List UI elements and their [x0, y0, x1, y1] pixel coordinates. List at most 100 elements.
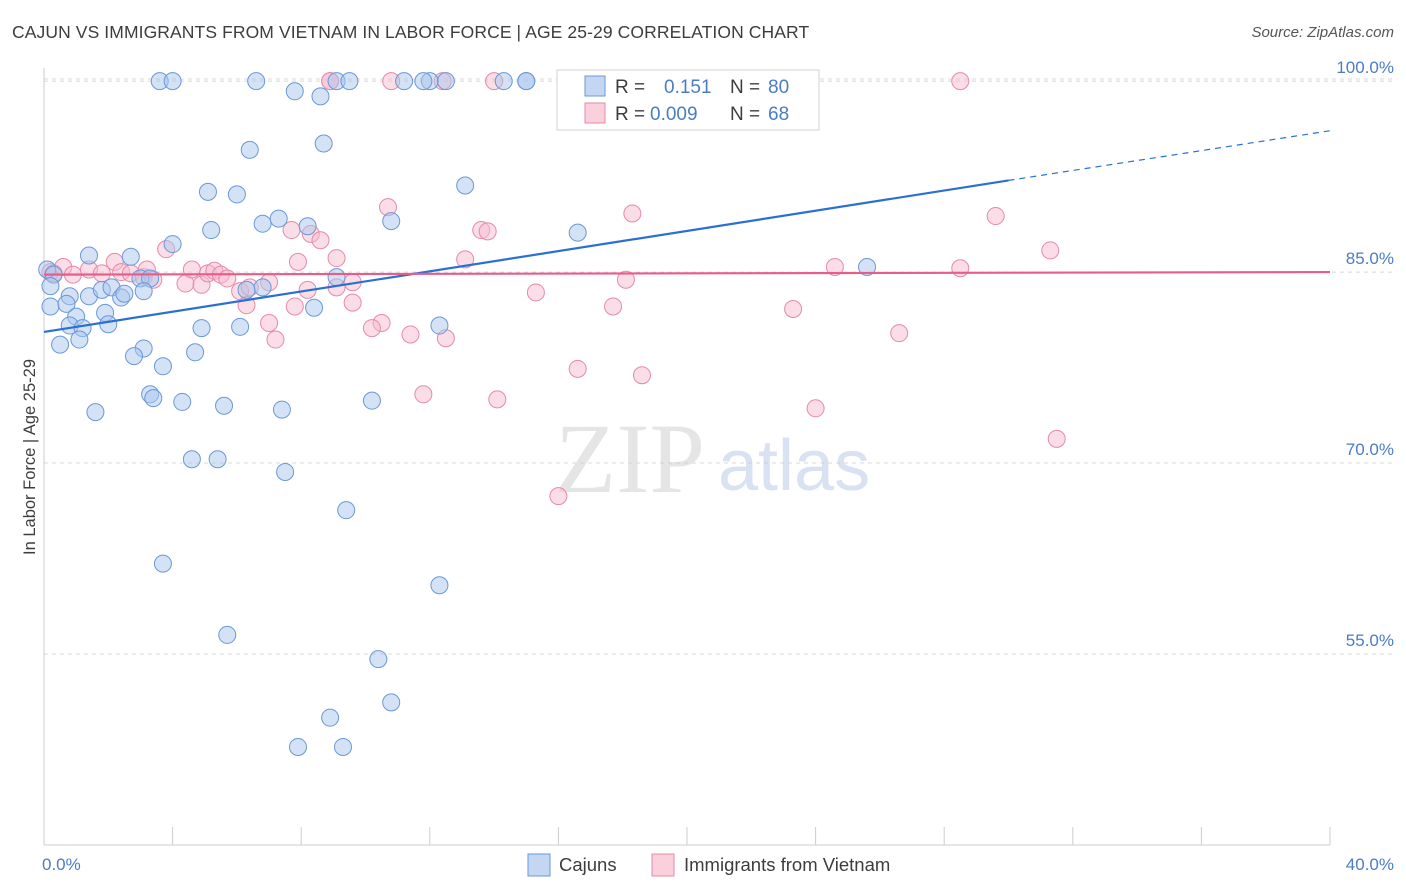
data-point [436, 72, 455, 91]
axes: 55.0% 70.0% 85.0% 100.0% [43, 58, 1394, 846]
data-point [430, 316, 449, 335]
data-point [1041, 241, 1060, 260]
series-immigrants-vietnam-points [41, 72, 1066, 506]
legend-r-label-vietnam: R = [615, 104, 645, 125]
data-point [616, 270, 635, 289]
data-point [86, 403, 105, 422]
data-point [173, 392, 192, 411]
data-point [401, 325, 420, 344]
data-point [337, 501, 356, 520]
data-point [311, 231, 330, 250]
data-point [568, 359, 587, 378]
data-point [182, 450, 201, 469]
data-point [568, 223, 587, 242]
data-point [362, 391, 381, 410]
data-point [240, 140, 259, 159]
x-tick-label-min: 0.0% [42, 855, 81, 874]
data-point [163, 72, 182, 91]
data-point [99, 315, 118, 334]
data-point [125, 347, 144, 366]
data-point [890, 324, 909, 343]
legend-swatch-cajuns [584, 75, 606, 97]
data-point [314, 134, 333, 153]
data-point [182, 260, 201, 279]
series-legend: Cajuns Immigrants from Vietnam [527, 853, 890, 877]
data-point [121, 247, 140, 266]
data-point [305, 298, 324, 317]
data-point [494, 72, 513, 91]
data-point [51, 335, 70, 354]
data-point [369, 650, 388, 669]
data-point [186, 343, 205, 362]
data-point [70, 330, 89, 349]
watermark-atlas: atlas [718, 426, 870, 506]
data-point [272, 400, 291, 419]
data-point [327, 249, 346, 268]
data-point [260, 314, 279, 332]
legend-swatch-vietnam [584, 102, 606, 124]
data-point [134, 282, 153, 301]
data-point [285, 297, 304, 316]
data-point [395, 72, 414, 91]
legend-n-value-cajuns: 80 [768, 77, 789, 98]
data-point [825, 257, 844, 276]
data-point [456, 176, 475, 195]
data-point [414, 385, 433, 404]
data-point [321, 708, 340, 727]
trend-line-cajuns-extension [1008, 130, 1331, 181]
data-point [285, 82, 304, 101]
data-point [311, 87, 330, 106]
data-point [1047, 429, 1066, 448]
data-point [298, 217, 317, 236]
legend-r-label-cajuns: R = [615, 77, 645, 98]
data-point [362, 319, 381, 338]
data-point [382, 212, 401, 231]
data-point [153, 357, 172, 376]
data-point [80, 246, 99, 265]
source-label: Source: ZipAtlas.com [1251, 24, 1394, 41]
data-point [153, 554, 172, 573]
y-tick-label: 85.0% [1346, 249, 1394, 268]
grid-lines [44, 78, 1394, 655]
data-point [623, 204, 642, 223]
data-point [604, 297, 623, 316]
data-point [253, 214, 272, 233]
data-point [266, 330, 285, 349]
bottom-legend-swatch-vietnam [651, 853, 675, 877]
data-point [253, 278, 272, 297]
y-axis-title: In Labor Force | Age 25-29 [21, 359, 39, 555]
data-point [144, 389, 163, 408]
data-point [382, 693, 401, 712]
data-point [456, 250, 475, 269]
data-point [986, 207, 1005, 226]
data-point [247, 72, 266, 91]
data-point [198, 182, 217, 201]
legend-r-value-vietnam: 0.009 [650, 104, 698, 125]
y-tick-label: 55.0% [1346, 631, 1394, 650]
data-point [276, 462, 295, 481]
legend-r-value-cajuns: 0.151 [664, 77, 712, 98]
data-point [208, 450, 227, 469]
watermark-zip: ZIP [555, 403, 705, 514]
trend-lines [43, 130, 1331, 333]
data-point [806, 399, 825, 418]
legend-n-value-vietnam: 68 [768, 104, 789, 125]
data-point [478, 222, 497, 241]
bottom-legend-label-vietnam: Immigrants from Vietnam [684, 854, 890, 875]
y-tick-label: 100.0% [1336, 58, 1394, 77]
data-point [951, 259, 970, 278]
data-point [784, 299, 803, 318]
data-point [57, 294, 76, 313]
trend-line-vietnam [43, 270, 1331, 276]
data-point [115, 284, 134, 303]
data-point [549, 487, 568, 506]
bottom-legend-swatch-cajuns [527, 853, 551, 877]
data-point [488, 390, 507, 409]
data-point [41, 277, 60, 296]
x-tick-label-max: 40.0% [1346, 855, 1394, 874]
trend-line-cajuns [43, 179, 1009, 333]
data-point [269, 209, 288, 228]
data-point [231, 317, 250, 336]
series-cajuns-points [38, 72, 877, 756]
data-point [218, 269, 237, 288]
